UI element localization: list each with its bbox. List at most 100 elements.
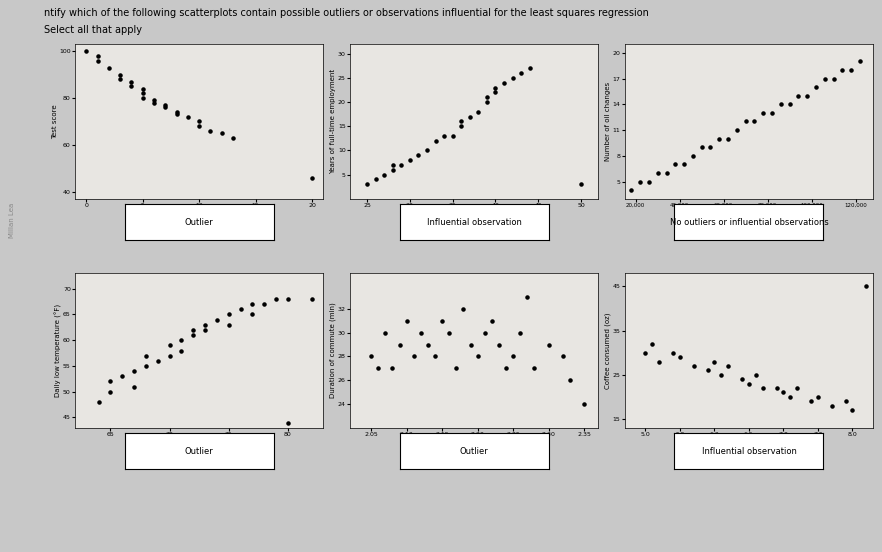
Point — [385, 161, 400, 169]
Y-axis label: Number of oil changes: Number of oil changes — [605, 82, 611, 161]
Point — [660, 168, 674, 177]
Point — [79, 47, 93, 56]
Point — [624, 185, 639, 194]
Point — [181, 113, 195, 121]
Text: Select all that apply: Select all that apply — [44, 25, 142, 35]
Text: Influential observation: Influential observation — [427, 217, 521, 227]
Point — [826, 74, 841, 83]
X-axis label: Number of incorrect answers: Number of incorrect answers — [148, 209, 250, 215]
Point — [783, 392, 797, 401]
Point — [514, 68, 528, 77]
Point — [804, 397, 818, 406]
Point — [480, 93, 494, 102]
Point — [769, 384, 783, 392]
Point — [411, 151, 425, 160]
Point — [445, 131, 460, 140]
Point — [403, 156, 417, 164]
Point — [782, 100, 796, 109]
Point — [454, 122, 468, 131]
Point — [480, 98, 494, 107]
Text: Outlier: Outlier — [460, 447, 489, 456]
Point — [435, 316, 449, 325]
Point — [136, 94, 150, 103]
Point — [204, 126, 218, 135]
Point — [738, 117, 752, 126]
Point — [742, 379, 756, 388]
Point — [371, 364, 385, 373]
Point — [853, 57, 867, 66]
Point — [463, 340, 477, 349]
Point — [226, 134, 240, 142]
Point — [198, 326, 213, 335]
Text: Outlier: Outlier — [185, 217, 213, 227]
Point — [127, 382, 141, 391]
Point — [456, 305, 470, 314]
Point — [138, 351, 153, 360]
Point — [210, 315, 224, 324]
Point — [713, 134, 727, 143]
Point — [91, 51, 105, 60]
Point — [91, 56, 105, 65]
Point — [497, 78, 511, 87]
Point — [839, 397, 853, 406]
Point — [714, 370, 729, 379]
Point — [471, 352, 485, 361]
Point — [577, 400, 591, 408]
Point — [192, 121, 206, 130]
Text: Influential observation: Influential observation — [701, 447, 796, 456]
Text: Outlier: Outlier — [185, 447, 213, 456]
Point — [429, 136, 443, 145]
Point — [162, 351, 176, 360]
Point — [113, 70, 127, 79]
Point — [499, 364, 513, 373]
Point — [666, 348, 680, 357]
Point — [729, 126, 744, 135]
Point — [818, 74, 832, 83]
Point — [454, 117, 468, 126]
Point — [369, 175, 383, 184]
Point — [258, 300, 272, 309]
Point — [506, 352, 520, 361]
Point — [527, 364, 542, 373]
Point — [687, 362, 701, 370]
Point — [835, 66, 849, 75]
Point — [478, 328, 492, 337]
Point — [520, 293, 534, 301]
Point — [127, 367, 141, 375]
Point — [169, 110, 183, 119]
Point — [846, 406, 860, 415]
Point — [669, 160, 683, 169]
Point — [463, 112, 477, 121]
Y-axis label: Duration of commute (min): Duration of commute (min) — [330, 302, 336, 399]
Point — [646, 339, 660, 348]
Point — [542, 340, 556, 349]
Point — [124, 77, 138, 86]
Y-axis label: Daily low temperature (°F): Daily low temperature (°F) — [55, 304, 62, 397]
Point — [747, 117, 761, 126]
Point — [449, 364, 463, 373]
Point — [221, 310, 235, 319]
Point — [221, 320, 235, 329]
Point — [639, 348, 653, 357]
Point — [859, 282, 873, 291]
Point — [652, 357, 666, 366]
Point — [360, 180, 374, 189]
Point — [420, 146, 434, 155]
Point — [673, 353, 687, 362]
Point — [563, 376, 577, 385]
Point — [186, 326, 200, 335]
Point — [633, 177, 647, 186]
Point — [756, 108, 770, 117]
Point — [704, 143, 718, 152]
Point — [175, 346, 189, 355]
Point — [234, 305, 248, 314]
Point — [175, 336, 189, 344]
Point — [677, 160, 691, 169]
Point — [825, 401, 839, 410]
Point — [158, 100, 172, 109]
Point — [103, 388, 117, 396]
Point — [364, 352, 378, 361]
Point — [489, 83, 503, 92]
Text: No outliers or influential observations: No outliers or influential observations — [669, 217, 828, 227]
Point — [305, 173, 319, 182]
